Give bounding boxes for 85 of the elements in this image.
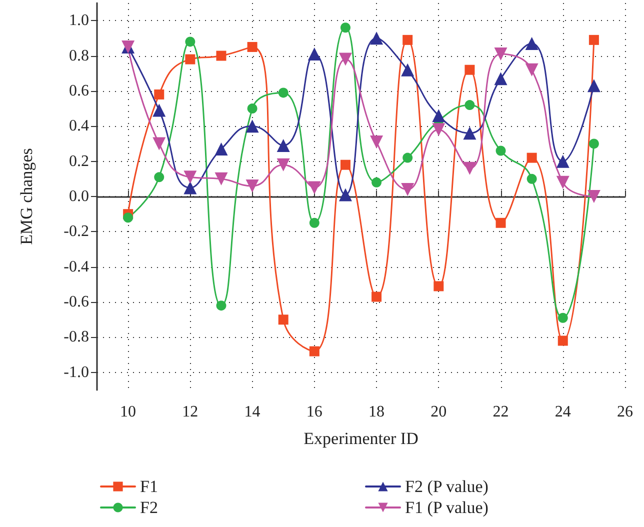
point bbox=[496, 146, 506, 156]
point bbox=[402, 152, 413, 163]
point bbox=[370, 32, 384, 45]
point bbox=[278, 88, 288, 98]
point bbox=[402, 34, 413, 45]
point bbox=[526, 174, 537, 184]
y-tick-label: 0.4 bbox=[69, 118, 89, 135]
point bbox=[588, 34, 599, 45]
x-tick-label: 26 bbox=[617, 404, 633, 420]
point bbox=[216, 300, 226, 311]
point bbox=[154, 89, 164, 100]
point bbox=[464, 100, 475, 110]
point bbox=[308, 48, 321, 61]
point bbox=[247, 104, 258, 114]
legend-label: F2 (P value) bbox=[405, 477, 488, 496]
point bbox=[123, 212, 134, 223]
y-tick-label: 0.2 bbox=[69, 152, 89, 170]
point bbox=[214, 142, 228, 156]
legend-label: F1 (P value) bbox=[405, 498, 488, 517]
point bbox=[494, 72, 508, 86]
point bbox=[558, 312, 568, 323]
point bbox=[372, 177, 382, 188]
point bbox=[246, 179, 259, 192]
y-tick-label: -1.0 bbox=[64, 364, 89, 381]
point bbox=[463, 162, 476, 175]
point bbox=[526, 152, 537, 163]
point bbox=[338, 188, 352, 202]
point bbox=[401, 63, 414, 76]
point bbox=[372, 292, 382, 302]
point bbox=[525, 36, 538, 50]
point bbox=[338, 52, 352, 66]
point bbox=[247, 42, 258, 52]
point bbox=[587, 190, 600, 203]
y-tick-label: 0.8 bbox=[69, 47, 89, 64]
point bbox=[184, 181, 197, 194]
y-tick-label: 0.6 bbox=[69, 82, 89, 100]
point bbox=[185, 36, 196, 47]
point bbox=[214, 172, 228, 186]
point bbox=[278, 314, 288, 325]
point bbox=[309, 346, 320, 356]
y-tick-label: -0.8 bbox=[64, 328, 89, 346]
point bbox=[185, 54, 196, 64]
point bbox=[340, 22, 350, 33]
x-tick-label: 12 bbox=[182, 404, 198, 420]
y-tick-label: -0.2 bbox=[64, 223, 89, 240]
point bbox=[496, 218, 506, 228]
point bbox=[246, 120, 259, 133]
point bbox=[216, 50, 226, 61]
point bbox=[463, 126, 476, 140]
y-axis-title: EMG changes bbox=[17, 148, 36, 245]
y-tick-label: 1.0 bbox=[69, 12, 89, 30]
point bbox=[152, 104, 166, 117]
point bbox=[464, 64, 475, 75]
point bbox=[556, 176, 570, 189]
point bbox=[184, 170, 197, 184]
x-tick-label: 10 bbox=[120, 404, 136, 420]
legend-label: F2 bbox=[140, 498, 158, 517]
point bbox=[152, 137, 166, 150]
x-axis-title: Experimenter ID bbox=[304, 429, 418, 448]
legend-label: F1 bbox=[140, 477, 158, 496]
point bbox=[525, 63, 538, 76]
x-tick-label: 22 bbox=[492, 404, 509, 420]
point bbox=[154, 172, 164, 182]
point bbox=[308, 181, 321, 194]
point bbox=[309, 218, 320, 228]
x-tick-label: 18 bbox=[368, 404, 385, 420]
point bbox=[401, 182, 414, 196]
x-tick-label: 16 bbox=[306, 404, 322, 420]
x-tick-label: 24 bbox=[554, 404, 571, 420]
y-tick-label: -0.4 bbox=[64, 258, 89, 276]
point bbox=[588, 138, 599, 149]
point bbox=[587, 79, 600, 92]
point bbox=[370, 135, 384, 148]
point bbox=[340, 160, 350, 170]
y-tick-label: 0.0 bbox=[69, 188, 89, 205]
x-tick-label: 20 bbox=[430, 404, 447, 420]
point bbox=[558, 336, 568, 346]
point bbox=[276, 158, 290, 172]
x-tick-label: 14 bbox=[244, 404, 260, 420]
point bbox=[276, 138, 290, 152]
point bbox=[434, 281, 444, 292]
point bbox=[556, 154, 570, 168]
point bbox=[432, 123, 446, 136]
y-tick-label: -0.6 bbox=[64, 294, 89, 311]
point bbox=[494, 48, 508, 61]
